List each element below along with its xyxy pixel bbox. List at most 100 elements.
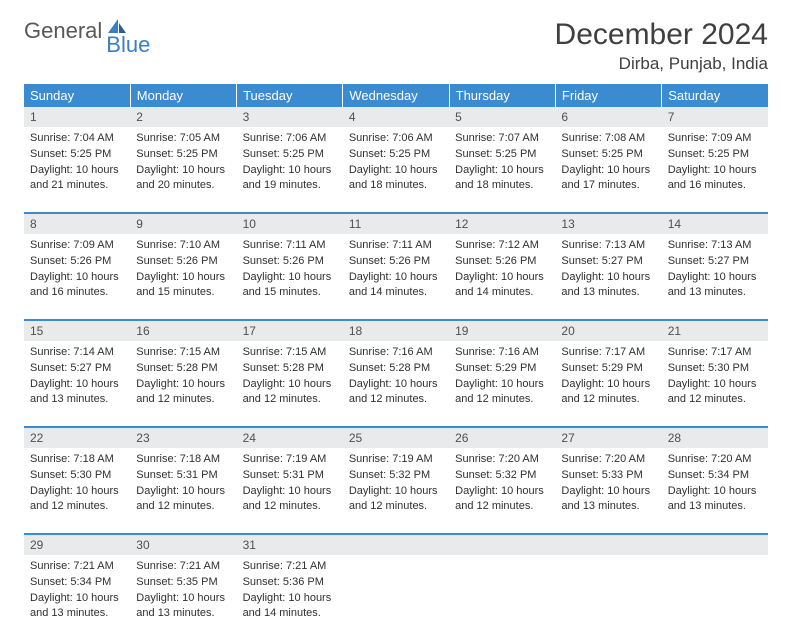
title-block: December 2024 Dirba, Punjab, India bbox=[555, 18, 768, 74]
sunrise-text: Sunrise: 7:21 AM bbox=[136, 559, 230, 574]
weekday-header: Saturday bbox=[662, 84, 768, 107]
day-cell: Sunrise: 7:15 AMSunset: 5:28 PMDaylight:… bbox=[237, 341, 343, 427]
day-number-row: 293031 bbox=[24, 534, 768, 555]
day-cell: Sunrise: 7:16 AMSunset: 5:29 PMDaylight:… bbox=[449, 341, 555, 427]
weekday-header: Thursday bbox=[449, 84, 555, 107]
sunset-text: Sunset: 5:31 PM bbox=[136, 468, 230, 483]
sunrise-text: Sunrise: 7:11 AM bbox=[243, 238, 337, 253]
sunrise-text: Sunrise: 7:11 AM bbox=[349, 238, 443, 253]
daylight-text: Daylight: 10 hours and 12 minutes. bbox=[243, 484, 337, 514]
sunrise-text: Sunrise: 7:09 AM bbox=[30, 238, 124, 253]
weekday-header-row: SundayMondayTuesdayWednesdayThursdayFrid… bbox=[24, 84, 768, 107]
sunrise-text: Sunrise: 7:21 AM bbox=[243, 559, 337, 574]
logo-text-blue: Blue bbox=[106, 32, 150, 58]
sunrise-text: Sunrise: 7:07 AM bbox=[455, 131, 549, 146]
day-cell: Sunrise: 7:18 AMSunset: 5:30 PMDaylight:… bbox=[24, 448, 130, 534]
day-content-row: Sunrise: 7:18 AMSunset: 5:30 PMDaylight:… bbox=[24, 448, 768, 534]
day-cell: Sunrise: 7:20 AMSunset: 5:33 PMDaylight:… bbox=[555, 448, 661, 534]
sunrise-text: Sunrise: 7:19 AM bbox=[349, 452, 443, 467]
weekday-header: Tuesday bbox=[237, 84, 343, 107]
day-number bbox=[449, 534, 555, 555]
day-number: 28 bbox=[662, 427, 768, 448]
sunset-text: Sunset: 5:25 PM bbox=[561, 147, 655, 162]
daylight-text: Daylight: 10 hours and 19 minutes. bbox=[243, 163, 337, 193]
day-number: 21 bbox=[662, 320, 768, 341]
day-number: 19 bbox=[449, 320, 555, 341]
daylight-text: Daylight: 10 hours and 15 minutes. bbox=[136, 270, 230, 300]
day-cell: Sunrise: 7:04 AMSunset: 5:25 PMDaylight:… bbox=[24, 127, 130, 213]
sunrise-text: Sunrise: 7:16 AM bbox=[455, 345, 549, 360]
location: Dirba, Punjab, India bbox=[555, 54, 768, 74]
sunrise-text: Sunrise: 7:13 AM bbox=[668, 238, 762, 253]
daylight-text: Daylight: 10 hours and 12 minutes. bbox=[349, 377, 443, 407]
calendar-table: SundayMondayTuesdayWednesdayThursdayFrid… bbox=[24, 84, 768, 641]
sunrise-text: Sunrise: 7:20 AM bbox=[455, 452, 549, 467]
day-number: 13 bbox=[555, 213, 661, 234]
daylight-text: Daylight: 10 hours and 20 minutes. bbox=[136, 163, 230, 193]
sunset-text: Sunset: 5:29 PM bbox=[455, 361, 549, 376]
day-number: 18 bbox=[343, 320, 449, 341]
day-number-row: 22232425262728 bbox=[24, 427, 768, 448]
day-number: 7 bbox=[662, 107, 768, 127]
daylight-text: Daylight: 10 hours and 13 minutes. bbox=[668, 484, 762, 514]
day-number: 15 bbox=[24, 320, 130, 341]
daylight-text: Daylight: 10 hours and 18 minutes. bbox=[455, 163, 549, 193]
day-number: 3 bbox=[237, 107, 343, 127]
day-number bbox=[343, 534, 449, 555]
sunrise-text: Sunrise: 7:13 AM bbox=[561, 238, 655, 253]
daylight-text: Daylight: 10 hours and 12 minutes. bbox=[349, 484, 443, 514]
sunrise-text: Sunrise: 7:05 AM bbox=[136, 131, 230, 146]
sunset-text: Sunset: 5:32 PM bbox=[455, 468, 549, 483]
day-cell: Sunrise: 7:17 AMSunset: 5:29 PMDaylight:… bbox=[555, 341, 661, 427]
day-cell: Sunrise: 7:14 AMSunset: 5:27 PMDaylight:… bbox=[24, 341, 130, 427]
daylight-text: Daylight: 10 hours and 15 minutes. bbox=[243, 270, 337, 300]
sunrise-text: Sunrise: 7:20 AM bbox=[561, 452, 655, 467]
sunrise-text: Sunrise: 7:10 AM bbox=[136, 238, 230, 253]
day-content-row: Sunrise: 7:21 AMSunset: 5:34 PMDaylight:… bbox=[24, 555, 768, 641]
sunset-text: Sunset: 5:28 PM bbox=[349, 361, 443, 376]
daylight-text: Daylight: 10 hours and 14 minutes. bbox=[349, 270, 443, 300]
day-number: 23 bbox=[130, 427, 236, 448]
sunrise-text: Sunrise: 7:04 AM bbox=[30, 131, 124, 146]
day-number: 22 bbox=[24, 427, 130, 448]
header: General Blue December 2024 Dirba, Punjab… bbox=[24, 18, 768, 74]
daylight-text: Daylight: 10 hours and 12 minutes. bbox=[30, 484, 124, 514]
day-number bbox=[662, 534, 768, 555]
weekday-header: Sunday bbox=[24, 84, 130, 107]
day-cell: Sunrise: 7:09 AMSunset: 5:26 PMDaylight:… bbox=[24, 234, 130, 320]
daylight-text: Daylight: 10 hours and 14 minutes. bbox=[243, 591, 337, 621]
sunset-text: Sunset: 5:27 PM bbox=[561, 254, 655, 269]
daylight-text: Daylight: 10 hours and 13 minutes. bbox=[30, 591, 124, 621]
sunset-text: Sunset: 5:25 PM bbox=[349, 147, 443, 162]
sunset-text: Sunset: 5:25 PM bbox=[455, 147, 549, 162]
daylight-text: Daylight: 10 hours and 13 minutes. bbox=[30, 377, 124, 407]
day-number: 30 bbox=[130, 534, 236, 555]
daylight-text: Daylight: 10 hours and 12 minutes. bbox=[561, 377, 655, 407]
daylight-text: Daylight: 10 hours and 18 minutes. bbox=[349, 163, 443, 193]
daylight-text: Daylight: 10 hours and 17 minutes. bbox=[561, 163, 655, 193]
day-number: 9 bbox=[130, 213, 236, 234]
sunset-text: Sunset: 5:30 PM bbox=[668, 361, 762, 376]
sunrise-text: Sunrise: 7:21 AM bbox=[30, 559, 124, 574]
daylight-text: Daylight: 10 hours and 16 minutes. bbox=[668, 163, 762, 193]
weekday-header: Friday bbox=[555, 84, 661, 107]
day-cell: Sunrise: 7:09 AMSunset: 5:25 PMDaylight:… bbox=[662, 127, 768, 213]
daylight-text: Daylight: 10 hours and 13 minutes. bbox=[668, 270, 762, 300]
sunset-text: Sunset: 5:33 PM bbox=[561, 468, 655, 483]
day-number: 12 bbox=[449, 213, 555, 234]
day-content-row: Sunrise: 7:04 AMSunset: 5:25 PMDaylight:… bbox=[24, 127, 768, 213]
month-title: December 2024 bbox=[555, 18, 768, 52]
empty-cell bbox=[449, 555, 555, 641]
sunset-text: Sunset: 5:30 PM bbox=[30, 468, 124, 483]
day-cell: Sunrise: 7:06 AMSunset: 5:25 PMDaylight:… bbox=[343, 127, 449, 213]
sunrise-text: Sunrise: 7:18 AM bbox=[30, 452, 124, 467]
sunset-text: Sunset: 5:29 PM bbox=[561, 361, 655, 376]
day-number: 2 bbox=[130, 107, 236, 127]
day-cell: Sunrise: 7:08 AMSunset: 5:25 PMDaylight:… bbox=[555, 127, 661, 213]
sunrise-text: Sunrise: 7:17 AM bbox=[668, 345, 762, 360]
sunset-text: Sunset: 5:25 PM bbox=[136, 147, 230, 162]
day-cell: Sunrise: 7:10 AMSunset: 5:26 PMDaylight:… bbox=[130, 234, 236, 320]
sunset-text: Sunset: 5:26 PM bbox=[136, 254, 230, 269]
day-cell: Sunrise: 7:20 AMSunset: 5:34 PMDaylight:… bbox=[662, 448, 768, 534]
sunrise-text: Sunrise: 7:17 AM bbox=[561, 345, 655, 360]
